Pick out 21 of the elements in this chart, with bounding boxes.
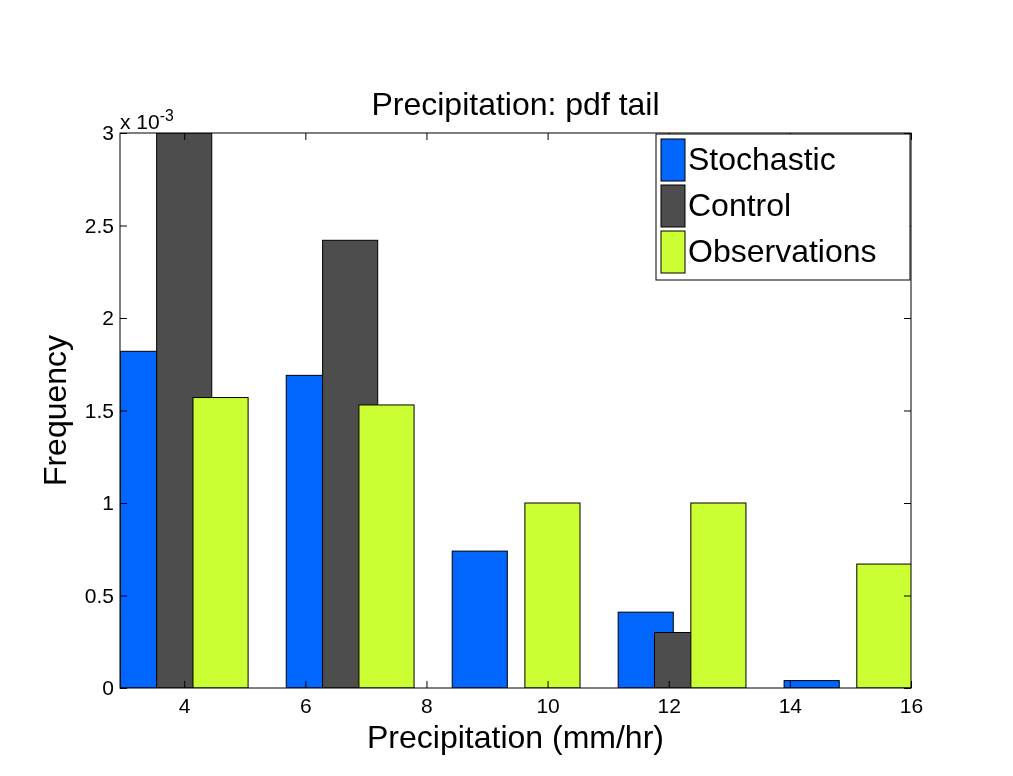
x-axis-title: Precipitation (mm/hr) — [367, 719, 664, 755]
legend-label: Observations — [688, 233, 877, 269]
x-tick-label: 16 — [899, 693, 924, 717]
y-tick-label: 2 — [102, 306, 114, 330]
y-tick-label: 3 — [102, 121, 114, 145]
x-tick-label: 12 — [657, 693, 681, 717]
legend-label: Stochastic — [688, 141, 836, 177]
y-tick-label: 0.5 — [84, 583, 114, 607]
x-tick-label: 14 — [778, 693, 803, 717]
legend-label: Control — [688, 187, 792, 223]
y-tick-label: 2.5 — [84, 213, 114, 237]
y-tick-label: 1.5 — [84, 398, 114, 422]
y-tick-label: 0 — [102, 676, 114, 700]
y-tick-label: 1 — [102, 491, 114, 515]
x-tick-label: 4 — [178, 693, 191, 717]
text: x 10$^{-3}$ — [120, 106, 174, 133]
chart-title: Precipitation: pdf tail — [371, 86, 660, 122]
x-tick-label: 6 — [299, 693, 312, 717]
x-tick-label: 8 — [421, 693, 433, 717]
x-tick-label: 10 — [536, 693, 560, 717]
y-axis-title: Frequency — [37, 334, 73, 487]
